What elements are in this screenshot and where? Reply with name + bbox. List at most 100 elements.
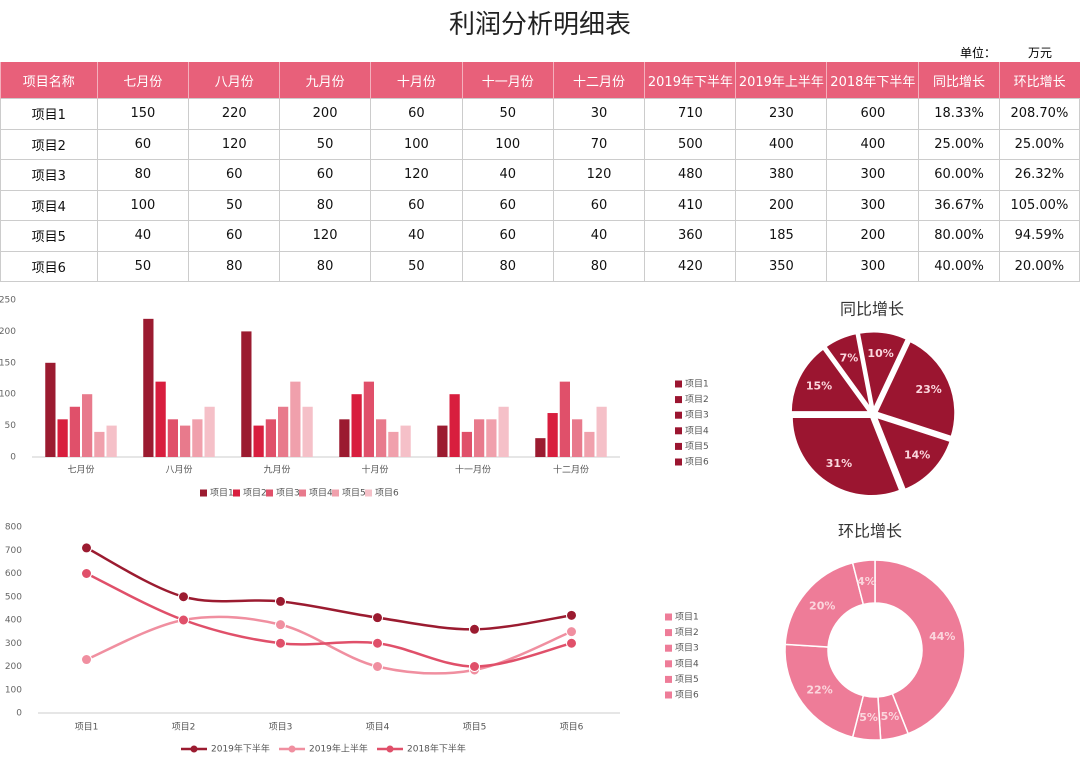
marker xyxy=(566,609,577,621)
x-tick-label: 项目2 xyxy=(172,722,196,733)
x-tick-label: 十月份 xyxy=(361,464,388,476)
marker xyxy=(178,614,189,626)
legend-swatch xyxy=(332,489,339,497)
slice xyxy=(856,329,910,416)
x-tick-label: 十二月份 xyxy=(553,464,589,476)
table-cell: 350 xyxy=(735,250,828,282)
unit-label: 单位： xyxy=(960,46,997,60)
header-row: 项目名称 七月份 八月份 九月份 十月份 十一月份 十二月份 2019年下半年 2019年上半年… xyxy=(0,62,1080,99)
table-cell: 120 xyxy=(552,159,646,191)
legend-swatch xyxy=(675,458,682,466)
table-cell: 60 xyxy=(188,159,281,191)
y-tick-label: 300 xyxy=(5,639,22,649)
bar xyxy=(192,419,203,457)
table-cell: 60 xyxy=(96,128,190,160)
marker xyxy=(275,595,286,607)
legend-label: 项目6 xyxy=(675,690,699,701)
y-tick-label: 800 xyxy=(5,523,22,533)
legend-label: 项目1 xyxy=(685,379,709,390)
bar xyxy=(400,425,411,457)
unit: 万元 xyxy=(1028,46,1053,60)
bar xyxy=(94,431,105,457)
legend-swatch xyxy=(665,644,672,652)
legend-swatch xyxy=(266,489,273,497)
table-cell: 105.00% xyxy=(998,189,1080,221)
bar xyxy=(265,419,276,457)
legend-label: 项目3 xyxy=(675,643,699,654)
bar xyxy=(498,406,509,457)
bar xyxy=(253,425,264,457)
column-header: 十月份 xyxy=(369,62,463,99)
y-tick-label: 0 xyxy=(16,709,22,719)
table-cell: 150 xyxy=(96,98,190,130)
column-header: 八月份 xyxy=(188,62,280,99)
table-row: 项目6 50 80 80 50 80 80 420 350 300 40.00% 20.00% xyxy=(0,250,1080,282)
table-cell: 80 xyxy=(552,250,646,282)
bar xyxy=(167,419,178,457)
x-tick-label: 十一月份 xyxy=(455,464,491,476)
legend-label: 项目2 xyxy=(675,627,699,638)
legend-label: 2018年下半年 xyxy=(407,743,466,755)
bar xyxy=(461,431,472,457)
y-tick-label: 100 xyxy=(0,390,16,400)
column-header: 2019年下半年 xyxy=(644,62,736,99)
data-label: 20% xyxy=(809,599,835,612)
data-label: 10% xyxy=(867,347,893,360)
table-cell: 380 xyxy=(735,159,828,191)
table-cell: 36.67% xyxy=(918,189,1000,221)
table-cell: 50 xyxy=(188,189,281,221)
legend-marker xyxy=(190,745,198,753)
marker xyxy=(81,654,92,666)
page-title: 利润分析明细表 xyxy=(448,10,631,40)
bar xyxy=(339,419,350,457)
marker xyxy=(81,542,92,554)
data-label: 4% xyxy=(857,575,876,588)
table-cell: 80 xyxy=(188,250,281,282)
marker xyxy=(372,661,383,672)
table-cell: 50 xyxy=(461,98,554,130)
column-header: 项目名称 xyxy=(0,62,98,99)
column-header: 九月份 xyxy=(279,62,371,99)
table-cell: 480 xyxy=(644,159,737,191)
legend-swatch xyxy=(200,489,207,497)
bar xyxy=(155,381,166,457)
legend-swatch xyxy=(365,489,372,497)
data-label: 23% xyxy=(915,383,941,396)
table-cell: 项目6 xyxy=(0,250,98,282)
table-cell: 120 xyxy=(369,159,463,191)
x-tick-label: 九月份 xyxy=(263,464,290,476)
column-header: 七月份 xyxy=(96,62,189,99)
legend-swatch xyxy=(299,489,306,497)
bar xyxy=(596,406,607,457)
column-header: 环比增长 xyxy=(998,62,1080,99)
marker xyxy=(275,619,286,631)
data-label: 7% xyxy=(840,351,859,364)
marker xyxy=(566,637,577,649)
table-cell: 230 xyxy=(735,98,828,130)
table-cell: 120 xyxy=(188,128,281,160)
bar xyxy=(82,394,93,457)
legend-swatch xyxy=(665,660,672,668)
legend-label: 项目3 xyxy=(685,410,709,421)
table-cell: 25.00% xyxy=(918,128,1000,160)
data-label: 14% xyxy=(904,448,930,461)
y-tick-label: 200 xyxy=(0,327,16,337)
table-cell: 40.00% xyxy=(918,250,1000,282)
table-cell: 60 xyxy=(369,98,463,130)
legend-marker xyxy=(386,745,394,753)
legend-swatch xyxy=(665,613,672,621)
bar xyxy=(363,381,374,457)
bar xyxy=(535,438,546,457)
legend-label: 项目4 xyxy=(309,488,333,499)
legend-label: 项目2 xyxy=(243,488,267,499)
bar xyxy=(45,362,56,457)
y-tick-label: 500 xyxy=(5,592,22,602)
x-tick-label: 项目3 xyxy=(269,722,293,733)
slice xyxy=(874,559,966,735)
legend-marker xyxy=(288,745,296,753)
legend-swatch xyxy=(675,411,682,419)
x-tick-label: 项目6 xyxy=(560,722,584,733)
table-cell: 360 xyxy=(644,220,737,252)
